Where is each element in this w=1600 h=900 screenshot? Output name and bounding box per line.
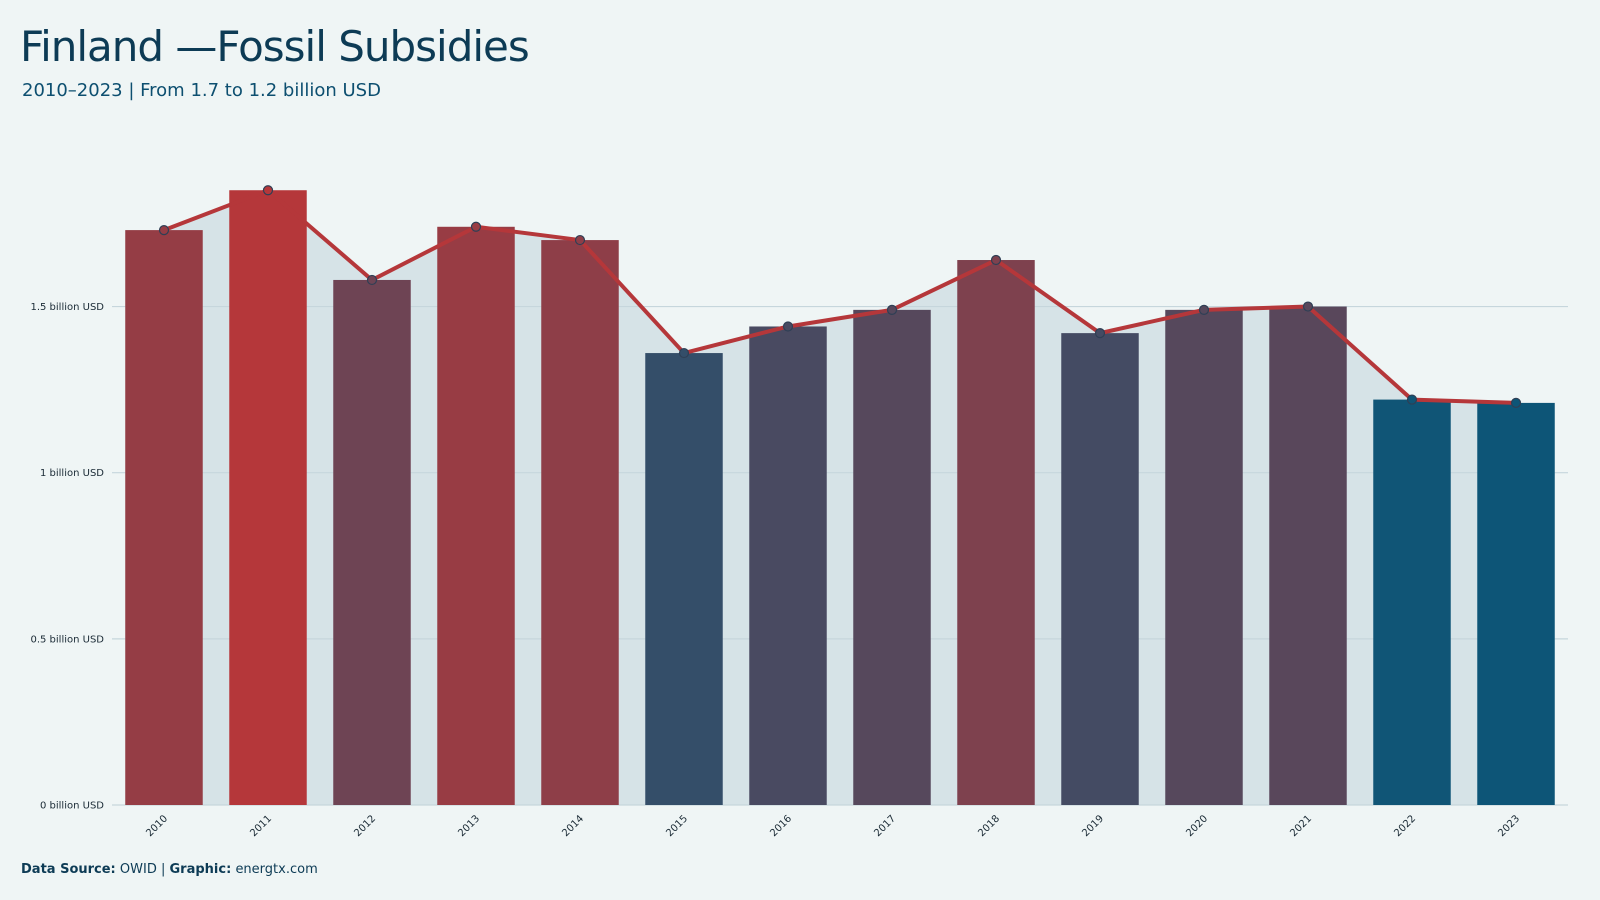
bar-2018 [957,260,1035,805]
line-marker-2012 [366,274,378,286]
line-marker-2011 [262,185,274,196]
x-tick-label: 2020 [1184,813,1210,839]
graphic-value: energtx.com [235,862,318,877]
bar-2021 [1269,306,1347,805]
line-marker-2020 [1198,304,1210,315]
bar-2023 [1477,402,1555,805]
bar-2015 [645,353,723,805]
bar-2020 [1165,309,1243,805]
x-tick-label: 2017 [872,813,898,839]
bar-2011 [229,190,307,805]
x-tick-label: 2011 [248,813,274,839]
x-tick-label: 2012 [352,813,378,839]
line-marker-2017 [886,304,898,315]
y-tick-label: 1.5 billion USD [30,302,104,313]
x-tick-label: 2023 [1496,813,1522,839]
bar-2012 [333,279,411,805]
chart-title: Finland —Fossil Subsidies [20,22,530,71]
line-marker-2016 [782,321,794,332]
footer-credits: Data Source: OWID | Graphic: energtx.com [21,862,318,877]
x-tick-label: 2013 [456,813,482,839]
x-tick-label: 2019 [1080,813,1106,839]
line-marker-2014 [574,234,586,246]
x-tick-label: 2021 [1288,813,1314,839]
bar-2010 [125,230,203,806]
line-marker-2022 [1406,394,1418,405]
line-marker-2023 [1510,397,1522,409]
x-tick-label: 2014 [560,813,586,839]
bar-2017 [853,309,931,805]
x-tick-label: 2015 [664,813,690,839]
line-marker-2010 [158,225,170,236]
x-tick-label: 2016 [768,813,794,839]
bar-2016 [749,326,827,805]
x-tick-label: 2018 [976,813,1002,839]
graphic-label: Graphic: [169,862,232,877]
x-tick-label: 2010 [144,813,170,839]
chart-subtitle: 2010–2023 | From 1.7 to 1.2 billion USD [22,80,381,101]
line-marker-2013 [470,221,482,232]
trend-line [162,188,1518,405]
line-marker-2015 [678,347,690,359]
line-marker-2018 [990,254,1002,266]
x-tick-label: 2022 [1392,813,1418,839]
bar-2014 [541,240,619,806]
bar-2013 [437,226,515,806]
y-tick-label: 0 billion USD [40,801,104,812]
footer-separator: | [160,862,166,877]
bar-2022 [1373,399,1451,805]
line-marker-2021 [1302,301,1314,312]
source-label: Data Source: [21,862,116,877]
source-value: OWID [119,862,157,877]
line-marker-2019 [1094,328,1106,339]
bar-2019 [1061,333,1139,805]
y-tick-label: 0.5 billion USD [30,634,104,645]
y-tick-label: 1 billion USD [40,468,104,479]
